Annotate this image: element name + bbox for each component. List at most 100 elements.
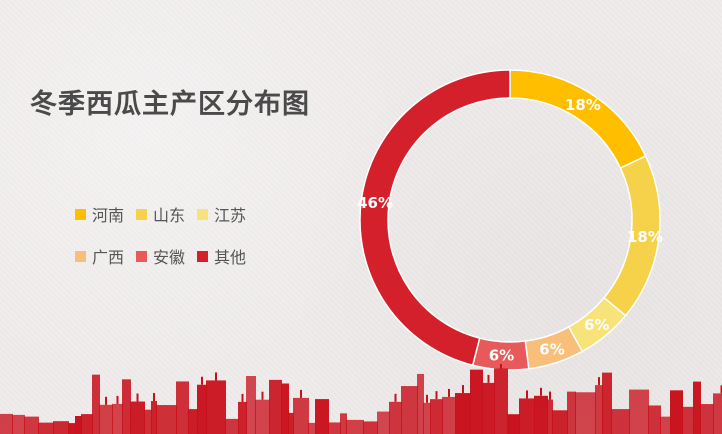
skyline-spire [116, 395, 119, 404]
skyline-building [206, 380, 226, 434]
skyline-building [534, 395, 548, 434]
legend-label: 江苏 [214, 206, 247, 225]
legend-item-jiangsu: 江苏 [197, 202, 246, 226]
skyline-building [713, 393, 722, 434]
slice-label-3: 6% [539, 340, 564, 358]
skyline-spire [435, 391, 438, 400]
legend-swatch [75, 250, 86, 262]
legend-swatch [75, 208, 86, 220]
donut-slices [359, 69, 661, 371]
skyline-building [144, 409, 152, 434]
skyline-spire [720, 385, 722, 394]
skyline-spire [241, 393, 244, 402]
skyline-building [423, 402, 431, 434]
legend-label: 河南 [92, 206, 125, 225]
legend-item-anhui: 安徽 [136, 244, 185, 268]
skyline-buildings [0, 364, 722, 434]
skyline-building [24, 416, 39, 434]
slice-label-4: 6% [489, 347, 514, 365]
skyline-building [255, 399, 270, 434]
skyline-building [519, 398, 535, 434]
skyline-building [130, 401, 145, 434]
legend-label: 安徽 [153, 248, 186, 267]
skyline-building [682, 406, 694, 434]
city-skyline [0, 364, 722, 434]
skyline-building [611, 409, 630, 434]
skyline-building [595, 385, 603, 434]
skyline-building [0, 413, 13, 434]
skyline-building [315, 399, 329, 434]
skyline-building [442, 396, 456, 434]
skyline-building [602, 372, 612, 434]
skyline-building [12, 414, 25, 434]
skyline-spire [540, 387, 542, 396]
legend-swatch [197, 208, 209, 220]
skyline-building [99, 404, 113, 434]
slice-label-0: 18% [565, 96, 601, 114]
skyline-spire [549, 391, 551, 400]
skyline-building [122, 379, 131, 434]
legend-row: 广西 安徽 其他 [75, 244, 305, 268]
legend: 河南 山东 江苏 广西 安徽 其他 [75, 202, 305, 286]
skyline-building [670, 390, 683, 434]
skyline-building [308, 422, 316, 434]
skyline-building [547, 399, 553, 434]
skyline-spire [500, 364, 502, 369]
legend-label: 其他 [214, 248, 247, 267]
legend-swatch [197, 250, 209, 262]
skyline-building [648, 405, 661, 434]
skyline-spire [215, 372, 217, 381]
skyline-spire [487, 374, 490, 383]
skyline-building [81, 414, 93, 434]
donut-slice-5 [359, 69, 511, 367]
slice-label-5: 46% [357, 194, 393, 212]
skyline-building [389, 401, 402, 434]
skyline-building [238, 401, 247, 434]
skyline-building [151, 401, 157, 434]
skyline-building [494, 368, 508, 434]
legend-item-other: 其他 [197, 244, 246, 268]
slice-label-2: 6% [584, 316, 609, 334]
skyline-building [470, 369, 483, 434]
skyline-building [156, 405, 177, 434]
chart-title: 冬季西瓜主产区分布图 [30, 89, 310, 120]
legend-label: 山东 [153, 206, 186, 225]
skyline-spire [448, 388, 450, 397]
skyline-building [293, 397, 309, 434]
skyline-building [693, 381, 701, 434]
skyline-spire [426, 394, 428, 403]
skyline-building [340, 413, 347, 434]
skyline-building [68, 423, 76, 434]
skyline-building [53, 421, 69, 434]
skyline-building [455, 393, 471, 434]
skyline-building [567, 391, 576, 434]
skyline-building [269, 379, 282, 434]
donut-labels: 18% 18% 6% 6% 6% 46% [357, 96, 663, 365]
skyline-building [377, 411, 390, 434]
skyline-building [401, 386, 418, 434]
skyline-building [552, 410, 568, 434]
skyline-building [629, 389, 649, 434]
legend-item-henan: 河南 [75, 202, 124, 226]
skyline-spire [300, 389, 302, 398]
skyline-spire [153, 393, 155, 402]
donut-slice-0 [509, 69, 647, 170]
skyline-building [507, 414, 520, 434]
skyline-spire [598, 377, 600, 386]
skyline-building [176, 381, 189, 434]
skyline-building [38, 422, 54, 434]
skyline-building [197, 384, 207, 434]
skyline-spire [201, 376, 203, 385]
skyline-building [430, 399, 443, 434]
skyline-building [575, 392, 596, 434]
skyline-spire [394, 393, 397, 402]
skyline-building [75, 416, 82, 434]
skyline-building [246, 376, 256, 434]
skyline-building [417, 373, 424, 434]
skyline-building [363, 421, 378, 434]
skyline-building [288, 412, 294, 434]
legend-swatch [136, 250, 148, 262]
skyline-building [660, 416, 671, 434]
slice-label-1: 18% [627, 228, 663, 246]
